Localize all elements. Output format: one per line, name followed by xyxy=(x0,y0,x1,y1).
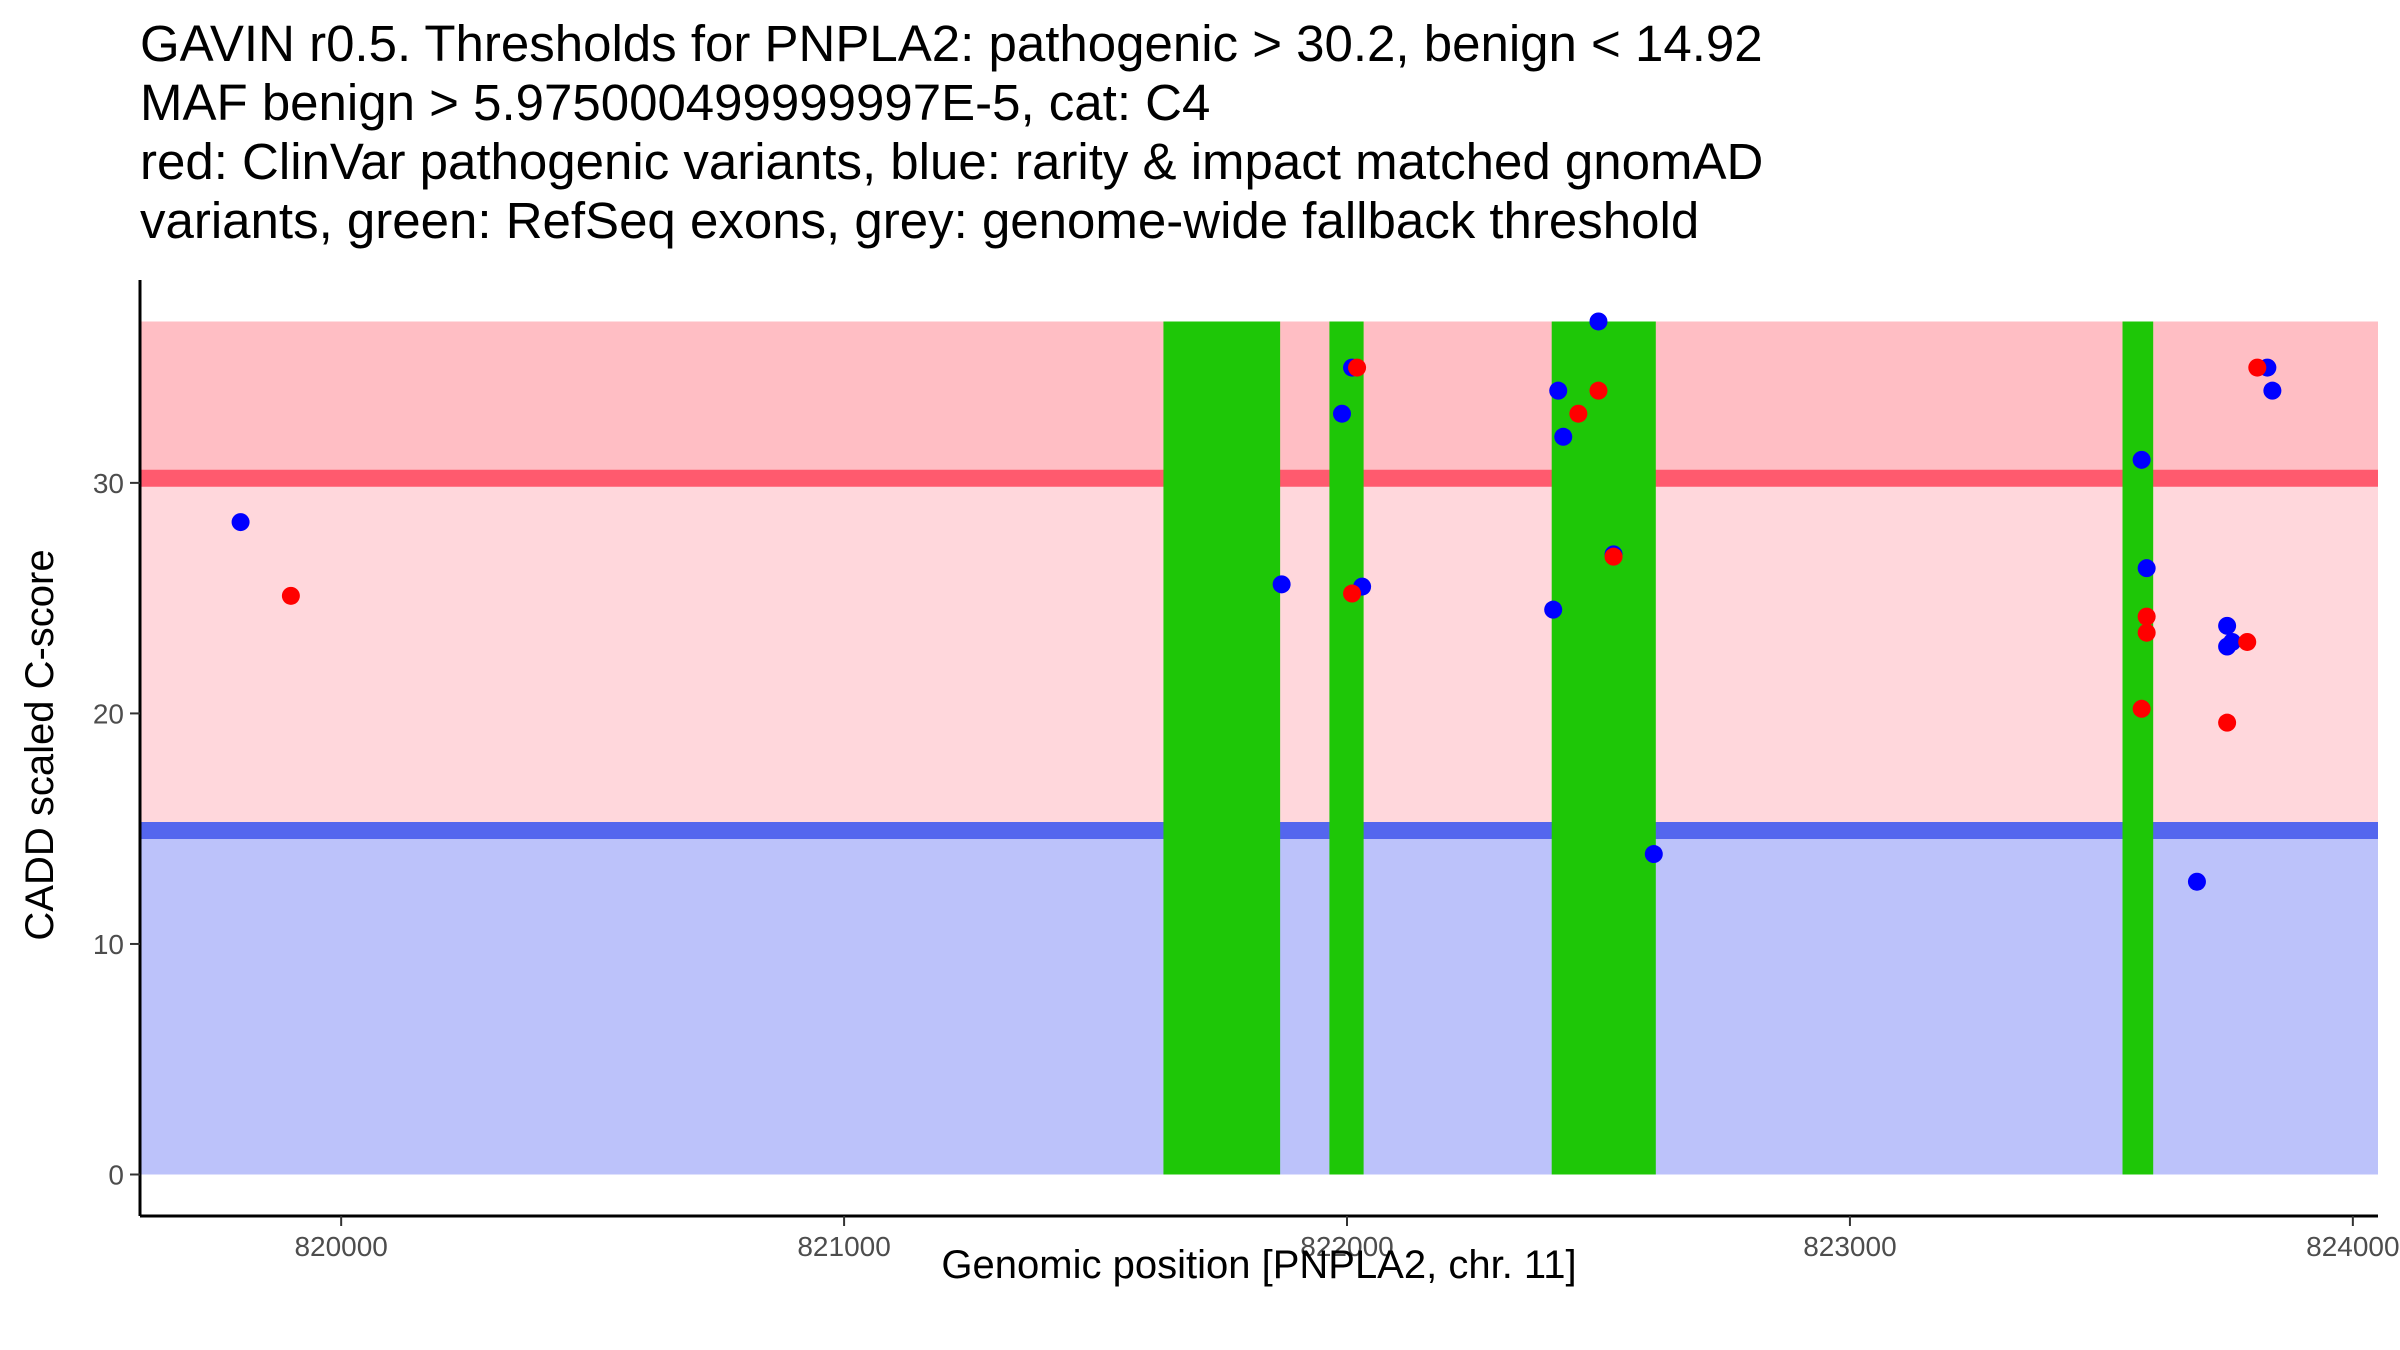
title-line-3: red: ClinVar pathogenic variants, blue: … xyxy=(140,133,1764,190)
clinvar-point xyxy=(2238,632,2257,651)
clinvar-point xyxy=(2218,713,2237,732)
exon-band xyxy=(2122,321,2154,1175)
title-line-1: GAVIN r0.5. Thresholds for PNPLA2: patho… xyxy=(140,15,1763,72)
title-line-2: MAF benign > 5.975000499999997E-5, cat: … xyxy=(140,74,1211,131)
clinvar-point xyxy=(1343,584,1362,603)
y-axis-title: CADD scaled C-score xyxy=(18,549,62,940)
x-tick-label: 820000 xyxy=(294,1231,387,1262)
x-axis-title: Genomic position [PNPLA2, chr. 11] xyxy=(941,1243,1576,1287)
gnomad-point xyxy=(2137,559,2156,578)
y-tick-label: 30 xyxy=(93,468,124,499)
gnomad-point xyxy=(1589,312,1608,331)
x-tick-label: 824000 xyxy=(2306,1231,2399,1262)
y-tick-label: 10 xyxy=(93,929,124,960)
gnomad-point xyxy=(2187,872,2206,891)
gnomad-point xyxy=(1549,381,1568,400)
x-tick-label: 821000 xyxy=(797,1231,890,1262)
y-tick-label: 20 xyxy=(93,698,124,729)
chart-title: GAVIN r0.5. Thresholds for PNPLA2: patho… xyxy=(140,14,1763,250)
gnomad-point xyxy=(231,513,250,532)
axes xyxy=(138,280,2378,1218)
exon-band xyxy=(1163,321,1281,1175)
gnomad-point xyxy=(2223,632,2242,651)
clinvar-point xyxy=(2132,699,2151,718)
gnomad-point xyxy=(1644,845,1663,864)
x-tick-label: 823000 xyxy=(1803,1231,1896,1262)
variant-points xyxy=(231,312,2282,891)
gnomad-point xyxy=(1332,404,1351,423)
clinvar-point xyxy=(1589,381,1608,400)
clinvar-point xyxy=(2137,623,2156,642)
gnomad-point xyxy=(1544,600,1563,619)
clinvar-point xyxy=(1348,358,1367,377)
exon-band xyxy=(1329,321,1364,1175)
y-tick-label: 0 xyxy=(108,1160,124,1191)
x-tick-label: 822000 xyxy=(1300,1231,1393,1262)
exon-band xyxy=(1551,321,1656,1175)
clinvar-point xyxy=(2248,358,2267,377)
clinvar-point xyxy=(1604,547,1623,566)
gnomad-point xyxy=(2132,450,2151,469)
gnomad-point xyxy=(1554,427,1573,446)
axis-ticks: 820000 821000 822000 823000 824000 0 10 20 30 xyxy=(93,468,2400,1262)
gnomad-point xyxy=(2218,616,2237,635)
clinvar-point xyxy=(1569,404,1588,423)
exon-bands xyxy=(1163,321,2154,1175)
clinvar-point xyxy=(281,586,300,605)
title-line-4: variants, green: RefSeq exons, grey: gen… xyxy=(140,192,1700,249)
gnomad-point xyxy=(2263,381,2282,400)
gnomad-point xyxy=(1272,575,1291,594)
clinvar-point xyxy=(2137,607,2156,626)
